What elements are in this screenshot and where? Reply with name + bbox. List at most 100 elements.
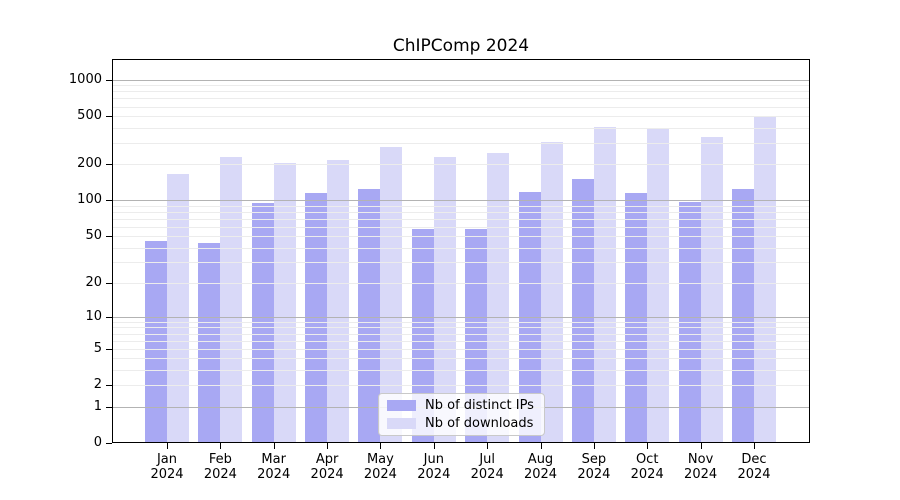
bar-distinct-ips-6 [465,228,488,443]
y-tick [106,116,112,117]
x-tick-month: Aug [527,452,554,467]
y-tick [106,316,112,318]
x-tick-year: 2024 [150,467,184,482]
legend-label-distinct-ips: Nb of distinct IPs [425,398,534,414]
x-tick-month: Nov [687,452,714,467]
bar-downloads-9 [647,129,670,443]
bar-downloads-2 [273,162,296,443]
bar-downloads-3 [327,159,350,443]
x-tick-year: 2024 [363,467,397,482]
x-tick-year: 2024 [203,467,237,482]
x-tick-label: Mar 2024 [241,452,307,482]
x-tick-label: May 2024 [347,452,413,482]
bar-distinct-ips-11 [732,189,754,443]
x-tick [540,443,542,449]
x-tick-year: 2024 [470,467,504,482]
bar-distinct-ips-4 [358,189,381,443]
x-tick-year: 2024 [257,467,291,482]
x-tick-year: 2024 [684,467,718,482]
y-tick-label: 5 [93,340,102,356]
legend-swatch-distinct-ips [387,400,416,412]
bar-distinct-ips-10 [678,201,701,443]
x-tick-label: Jul 2024 [454,452,520,482]
x-tick-month: Mar [261,452,286,467]
chart-title: ChIPComp 2024 [392,36,530,56]
y-tick-label: 0 [93,435,102,450]
x-tick-month: May [366,452,394,467]
x-tick-month: Sep [581,452,607,467]
y-tick [106,348,112,350]
bar-downloads-7 [540,142,563,443]
x-tick [167,443,168,449]
bar-distinct-ips-1 [198,242,221,443]
x-tick-label: Dec 2024 [721,452,787,482]
legend-swatch-downloads [387,417,416,429]
x-tick-label: Jun 2024 [401,452,467,482]
x-tick-year: 2024 [737,467,771,482]
x-tick [754,443,755,449]
legend-item-downloads: Nb of downloads [387,416,536,431]
y-tick [106,164,112,166]
x-tick [327,443,329,449]
x-tick [380,443,382,449]
x-tick-month: Oct [635,452,659,467]
y-tick [106,236,112,238]
y-tick [106,79,112,81]
x-tick-year: 2024 [523,467,558,482]
x-tick-year: 2024 [417,467,451,482]
y-tick-label: 200 [77,156,102,172]
x-tick-month: Feb [208,452,232,467]
bar-downloads-0 [167,174,189,443]
y-tick [106,406,112,408]
x-tick-label: Apr 2024 [294,452,360,482]
x-tick [220,443,222,449]
x-tick-month: Apr [315,452,339,467]
x-tick-month: Jun [423,452,444,467]
y-tick-label: 500 [77,108,102,123]
x-tick-label: Feb 2024 [187,452,253,482]
bar-distinct-ips-8 [571,179,594,443]
bar-distinct-ips-5 [411,229,434,443]
x-tick [487,443,489,449]
x-tick-year: 2024 [310,467,344,482]
legend-item-distinct-ips: Nb of distinct IPs [387,398,536,413]
bar-downloads-11 [754,117,776,443]
y-tick-label: 2 [93,377,102,393]
y-tick-label: 1 [93,398,102,414]
y-tick-label: 20 [85,274,102,290]
x-tick [273,443,275,449]
legend: Nb of distinct IPs Nb of downloads [378,393,545,436]
x-tick-label: Jan 2024 [134,452,200,482]
y-tick [106,385,112,387]
bars-layer [112,59,810,443]
x-tick [593,443,595,449]
x-tick-label: Aug 2024 [508,452,574,482]
bar-downloads-10 [700,137,723,443]
y-tick [106,443,112,444]
x-tick-month: Jul [479,452,496,467]
legend-label-downloads: Nb of downloads [425,415,534,431]
y-tick-label: 10 [85,308,102,324]
x-tick-label: Nov 2024 [668,452,734,482]
bar-distinct-ips-2 [251,202,274,443]
y-tick-label: 50 [85,228,102,244]
bar-distinct-ips-9 [625,192,648,443]
bar-downloads-4 [380,146,403,443]
bar-distinct-ips-0 [145,240,167,443]
x-tick-label: Oct 2024 [614,452,680,482]
x-tick-month: Dec [741,452,767,467]
bar-downloads-1 [220,157,243,443]
plot-area [112,59,810,443]
bar-distinct-ips-3 [305,192,328,443]
y-tick-label: 1000 [68,71,102,87]
x-tick-label: Sep 2024 [561,452,627,482]
x-tick [433,443,435,449]
y-tick [106,200,112,202]
bar-downloads-5 [433,157,456,443]
y-tick-label: 100 [77,192,102,208]
x-tick [700,443,702,449]
x-tick-year: 2024 [630,467,664,482]
x-tick [647,443,649,449]
x-tick-year: 2024 [577,467,611,482]
